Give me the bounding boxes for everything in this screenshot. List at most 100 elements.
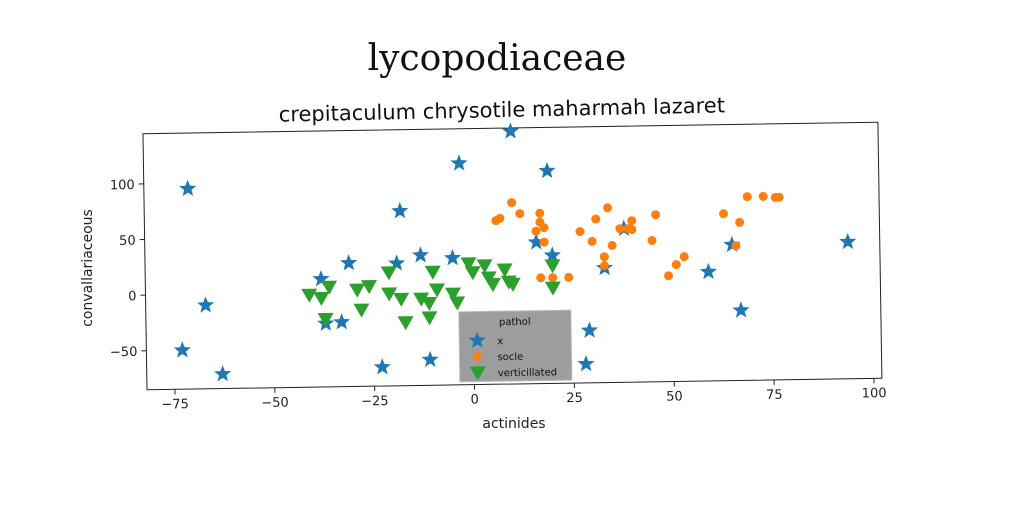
point-x [538, 161, 556, 179]
point-socle [735, 217, 745, 227]
point-socle [548, 273, 558, 283]
point-verticillated [393, 292, 410, 307]
point-socle [742, 192, 752, 202]
point-x [197, 296, 215, 313]
x-tick-label: 0 [470, 393, 479, 408]
point-socle [774, 192, 784, 202]
point-socle [599, 252, 609, 262]
point-verticillated [421, 311, 438, 326]
point-socle [587, 236, 597, 246]
point-socle [671, 260, 681, 270]
point-verticillated [381, 287, 398, 302]
point-x [173, 341, 191, 358]
point-socle [531, 226, 541, 236]
point-x [580, 321, 599, 338]
point-verticillated [353, 303, 370, 318]
point-socle [615, 224, 625, 234]
plot-area: −75 −50 −25 0 25 50 75 100 −50 0 50 100 pathol x socle… [110, 121, 887, 413]
point-verticillated [484, 278, 501, 293]
x-axis-label: actinides [482, 416, 545, 432]
point-x [732, 301, 750, 318]
point-verticillated [421, 296, 438, 311]
point-socle [679, 252, 689, 262]
point-socle [536, 273, 546, 283]
point-socle [495, 213, 505, 223]
point-verticillated [397, 316, 414, 331]
point-socle [719, 209, 729, 219]
point-x [373, 358, 391, 375]
point-socle [647, 235, 657, 245]
point-verticillated [476, 259, 493, 274]
point-socle [664, 271, 674, 281]
x-tick-label: 100 [862, 386, 887, 401]
point-x [411, 246, 430, 263]
y-axis-label: convallariaceous [80, 209, 96, 327]
point-verticillated [349, 283, 366, 298]
x-tick-label: −50 [261, 396, 289, 411]
legend-label-verticillated: verticillated [498, 367, 557, 379]
point-x [699, 262, 717, 280]
point-verticillated [428, 283, 445, 298]
point-x [839, 232, 857, 250]
point-x [577, 354, 595, 372]
point-x [391, 202, 409, 219]
legend-label-x: x [497, 336, 503, 347]
point-x [179, 179, 197, 197]
x-tick-label: 25 [566, 391, 583, 406]
point-socle [535, 208, 545, 218]
point-x [527, 233, 545, 250]
point-socle [575, 227, 585, 237]
point-verticillated [380, 266, 397, 281]
x-tick-label: 50 [666, 389, 683, 404]
point-verticillated [504, 277, 521, 292]
point-verticillated [449, 296, 466, 311]
point-socle [607, 241, 617, 251]
point-socle [599, 261, 609, 271]
point-socle [651, 210, 661, 220]
point-verticillated [317, 312, 334, 328]
point-verticillated [313, 291, 330, 306]
point-verticillated [301, 288, 318, 303]
legend-title: pathol [499, 317, 531, 328]
x-tick-label: −25 [361, 394, 389, 409]
point-verticillated [544, 281, 561, 296]
y-tick-label: −50 [110, 345, 138, 360]
point-socle [603, 203, 613, 213]
point-verticillated [445, 287, 462, 302]
legend-marker-x [468, 331, 486, 348]
point-verticillated [544, 259, 561, 274]
point-socle [627, 216, 637, 226]
point-x [443, 249, 462, 266]
y-tick-label: 50 [119, 234, 136, 249]
chart-subtitle: crepitaculum chrysotile maharmah lazaret [279, 93, 726, 126]
x-tick-label: −75 [161, 397, 189, 412]
point-x [214, 365, 232, 382]
point-verticillated [496, 263, 513, 278]
point-x [543, 246, 561, 263]
point-socle [515, 209, 525, 219]
point-socle [591, 214, 601, 224]
point-x [340, 254, 358, 271]
point-verticillated [321, 280, 338, 295]
point-x [501, 122, 520, 139]
point-verticillated [413, 292, 430, 307]
point-x [333, 313, 351, 330]
point-x [450, 154, 468, 171]
y-tick-label: 0 [128, 289, 137, 304]
chart-title: lycopodiaceae [368, 38, 627, 79]
legend-marker-verticillated [469, 366, 486, 381]
point-verticillated [360, 279, 377, 295]
point-x [388, 254, 406, 271]
point-verticillated [464, 266, 481, 281]
legend-box [458, 309, 573, 383]
point-socle [539, 223, 549, 233]
point-x [421, 350, 439, 368]
point-socle [507, 198, 517, 208]
legend-label-socle: socle [497, 352, 523, 363]
point-verticillated [460, 257, 477, 272]
x-tick-label: 75 [766, 388, 783, 403]
point-socle [731, 241, 741, 251]
point-socle [627, 225, 637, 235]
